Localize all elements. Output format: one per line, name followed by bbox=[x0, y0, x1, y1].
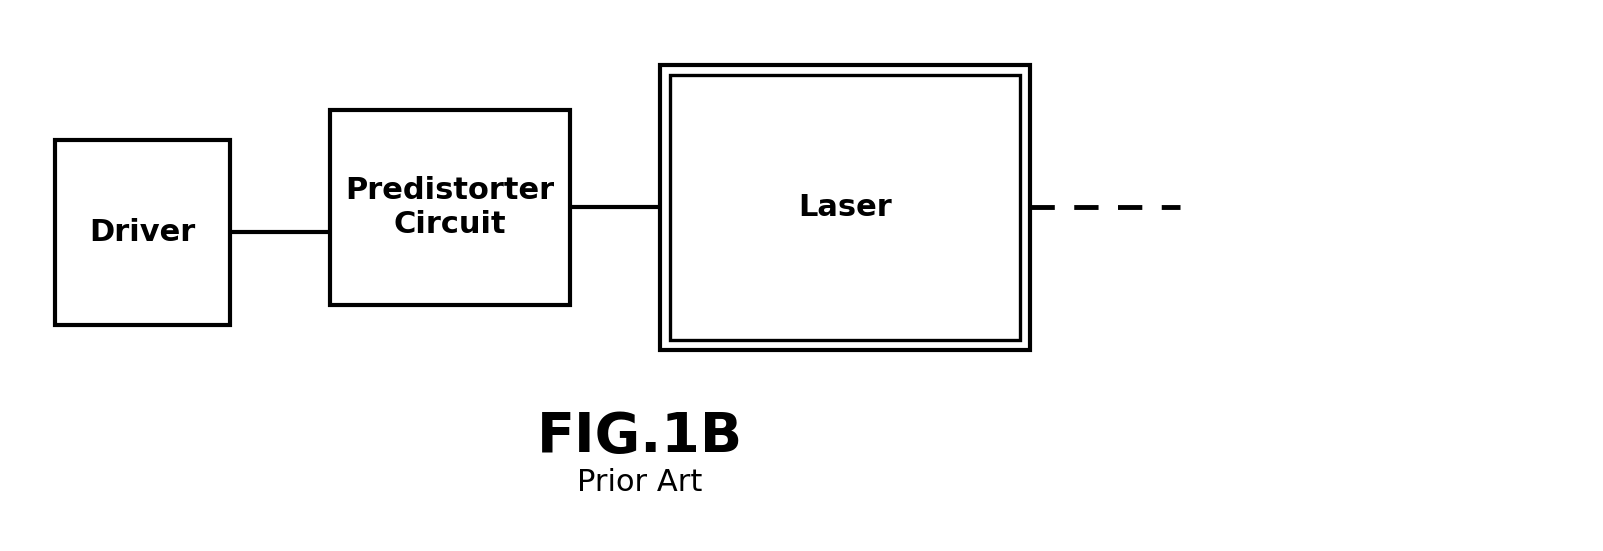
Text: FIG.1B: FIG.1B bbox=[537, 410, 744, 464]
Bar bbox=[670, 75, 1020, 340]
Text: Driver: Driver bbox=[90, 218, 196, 247]
Bar bbox=[660, 65, 1031, 350]
Text: Predistorter
Circuit: Predistorter Circuit bbox=[345, 176, 555, 239]
Bar bbox=[330, 110, 571, 305]
Bar bbox=[55, 140, 229, 325]
Text: Laser: Laser bbox=[798, 193, 891, 222]
Text: Prior Art: Prior Art bbox=[577, 468, 702, 497]
